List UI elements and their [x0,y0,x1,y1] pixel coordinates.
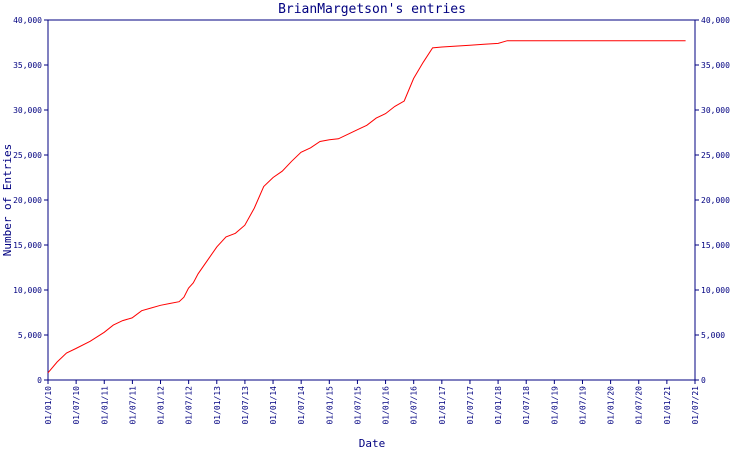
y-tick-label-left: 5,000 [18,331,42,340]
y-ticks: 0 0 5,000 5,000 10,000 10,000 15,000 15,000 20,0… [13,16,730,385]
x-tick-label: 01/07/19 [578,386,587,425]
x-tick-label: 01/01/11 [100,386,109,425]
plot-frame [47,19,696,381]
x-axis-label: Date [359,437,386,450]
x-tick-label: 01/07/16 [410,386,419,425]
x-tick-label: 01/07/14 [297,386,306,425]
series-line [47,40,686,374]
x-tick-label: 01/07/10 [72,386,81,425]
y-tick-label-right: 35,000 [701,61,730,70]
y-tick-label-left: 40,000 [13,16,42,25]
y-tick-label-right: 20,000 [701,196,730,205]
x-ticks: 01/01/10 01/07/10 01/01/11 01/07/11 01/01/12… [44,380,700,425]
x-tick-label: 01/01/16 [382,386,391,425]
y-tick-label-right: 5,000 [701,331,725,340]
y-axis-label: Number of Entries [1,144,14,257]
x-tick-label: 01/07/15 [353,386,362,425]
y-tick-label-left: 30,000 [13,106,42,115]
y-tick-label-right: 15,000 [701,241,730,250]
axes [47,19,696,381]
y-tick-label-left: 25,000 [13,151,42,160]
x-tick-label: 01/01/13 [213,386,222,425]
x-tick-label: 01/01/21 [663,386,672,425]
y-tick-label-right: 25,000 [701,151,730,160]
x-tick-label: 01/01/14 [269,386,278,425]
x-tick-label: 01/07/17 [466,386,475,425]
x-tick-label: 01/07/13 [241,386,250,425]
y-tick-label-left: 35,000 [13,61,42,70]
x-tick-label: 01/07/11 [128,386,137,425]
y-tick-label-right: 30,000 [701,106,730,115]
y-tick-label-right: 0 [701,376,706,385]
y-tick-label-left: 10,000 [13,286,42,295]
chart-title: BrianMargetson's entries [278,2,466,17]
x-tick-label: 01/07/12 [185,386,194,425]
x-tick-label: 01/01/15 [325,386,334,425]
y-tick-label-left: 15,000 [13,241,42,250]
y-tick-label-left: 0 [37,376,42,385]
x-tick-label: 01/01/18 [494,386,503,425]
x-tick-label: 01/01/20 [607,386,616,425]
x-tick-label: 01/07/18 [522,386,531,425]
x-tick-label: 01/01/17 [438,386,447,425]
x-tick-label: 01/01/10 [44,386,53,425]
x-tick-label: 01/07/20 [635,386,644,425]
y-tick-label-left: 20,000 [13,196,42,205]
y-tick-label-right: 40,000 [701,16,730,25]
x-tick-label: 01/01/19 [550,386,559,425]
x-tick-label: 01/07/21 [691,386,700,425]
x-tick-label: 01/01/12 [157,386,166,425]
y-tick-label-right: 10,000 [701,286,730,295]
plot-area [47,40,686,374]
